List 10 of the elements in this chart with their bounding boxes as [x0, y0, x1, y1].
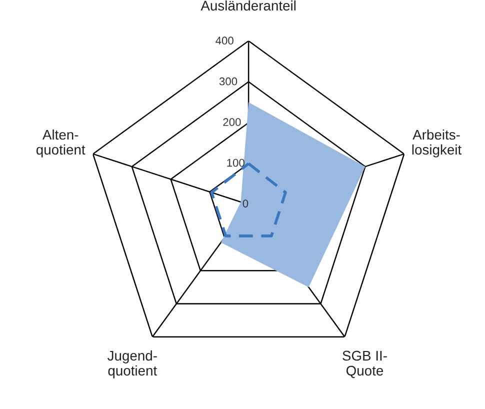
spoke-label: SGB II- Quote	[342, 350, 387, 378]
y-tick-label: 400	[216, 36, 234, 45]
spoke-label: Arbeits- losigkeit	[412, 129, 462, 158]
y-tick-label: 200	[223, 118, 241, 126]
y-tick-label: 100	[227, 158, 244, 167]
y-tick-label: 0	[242, 200, 248, 208]
y-tick-label: 300	[219, 77, 238, 86]
spoke-label: Alten- quotient	[36, 129, 86, 158]
spoke-label: Jugend- quotient	[108, 350, 158, 378]
spoke-label: Ausländeranteil	[200, 0, 296, 11]
